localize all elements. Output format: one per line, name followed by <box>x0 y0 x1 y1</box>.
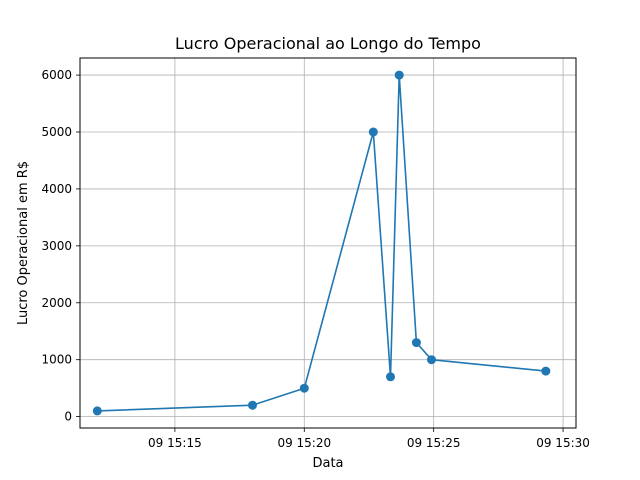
y-axis-ticks: 0 1000 2000 3000 4000 5000 6000 <box>41 68 80 424</box>
y-tick-label: 1000 <box>41 353 72 367</box>
y-tick-label: 0 <box>64 410 72 424</box>
data-point <box>248 400 257 410</box>
data-point <box>299 383 309 393</box>
x-tick-label: 09 15:30 <box>536 436 590 450</box>
x-tick-label: 09 15:25 <box>407 436 461 450</box>
x-axis-ticks: 09 15:15 09 15:20 09 15:25 09 15:30 <box>148 428 590 450</box>
data-point <box>394 70 404 80</box>
y-axis-label: Lucro Operacional em R$ <box>16 161 31 325</box>
grid-lines <box>80 58 576 428</box>
data-point <box>368 127 378 137</box>
data-point <box>541 366 551 376</box>
data-points <box>92 70 551 416</box>
data-point <box>427 355 436 365</box>
x-tick-label: 09 15:20 <box>277 436 331 450</box>
y-tick-label: 4000 <box>41 182 72 196</box>
y-tick-label: 3000 <box>41 239 72 253</box>
x-tick-label: 09 15:15 <box>148 436 202 450</box>
data-point <box>386 372 395 382</box>
y-tick-label: 6000 <box>41 68 72 82</box>
chart-title: Lucro Operacional ao Longo do Tempo <box>175 34 481 53</box>
plot-area-frame <box>79 57 577 429</box>
y-tick-label: 2000 <box>41 296 72 310</box>
y-tick-label: 5000 <box>41 125 72 139</box>
data-point <box>411 338 421 348</box>
x-axis-label: Data <box>312 456 343 471</box>
data-point <box>92 406 102 416</box>
